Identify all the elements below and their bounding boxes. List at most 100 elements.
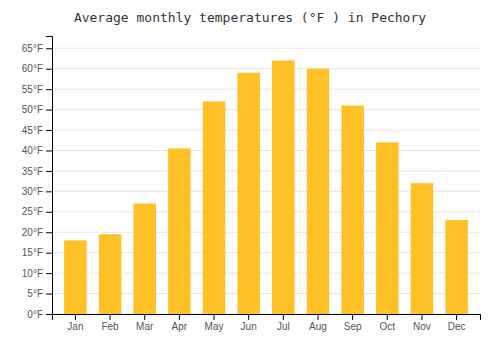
bar — [341, 106, 364, 315]
x-tick: Aug — [309, 314, 327, 332]
grid-line — [52, 68, 480, 69]
x-tick-mark — [179, 314, 180, 320]
y-tick-mark — [46, 191, 52, 192]
y-tick: 5°F — [27, 288, 52, 299]
y-tick-label: 65°F — [22, 43, 43, 54]
x-tick: Nov — [413, 314, 431, 332]
grid-line — [52, 150, 480, 151]
x-tick: Jun — [241, 314, 257, 332]
bars — [64, 61, 468, 314]
y-tick-mark — [46, 232, 52, 233]
x-tick-label: Jun — [241, 321, 257, 332]
y-tick-label: 25°F — [22, 206, 43, 217]
y-tick: 65°F — [22, 43, 52, 54]
x-tick-mark — [387, 314, 388, 320]
y-axis-line — [46, 37, 53, 315]
x-tick-mark — [144, 314, 145, 320]
y-tick-label: 35°F — [22, 166, 43, 177]
x-tick-mark — [352, 314, 353, 320]
bar — [272, 61, 295, 314]
bar — [307, 69, 330, 314]
y-tick: 35°F — [22, 166, 52, 177]
bar — [237, 73, 260, 314]
bar — [64, 240, 87, 314]
y-tick-mark — [46, 69, 52, 70]
y-tick-label: 40°F — [22, 145, 43, 156]
x-tick-label: Sep — [344, 321, 362, 332]
y-tick-mark — [46, 89, 52, 90]
x-tick-mark — [317, 314, 318, 320]
x-axis: Jan Feb Mar Apr May Jun Jul Aug Sep Oct Nov Dec — [53, 314, 481, 332]
y-tick-label: 60°F — [22, 63, 43, 74]
chart-container: 0°F 5°F 10°F 15°F 20°F 25°F 30°F 35°F 40°F 45°F 50… — [0, 0, 500, 350]
y-tick-label: 55°F — [22, 84, 43, 95]
y-tick: 20°F — [22, 227, 52, 238]
x-tick-mark — [110, 314, 111, 320]
x-tick-label: Jan — [67, 321, 83, 332]
bar — [99, 234, 122, 314]
y-tick-mark — [46, 130, 52, 131]
grid-line — [52, 48, 480, 49]
x-tick-mark — [248, 314, 249, 320]
y-tick: 60°F — [22, 63, 52, 74]
bar — [445, 220, 468, 314]
x-tick-label: Aug — [309, 321, 327, 332]
y-tick-label: 50°F — [22, 104, 43, 115]
y-tick: 25°F — [22, 206, 52, 217]
x-tick-mark — [456, 314, 457, 320]
grid-line — [52, 170, 480, 171]
x-tick-mark — [214, 314, 215, 320]
y-axis: 0°F 5°F 10°F 15°F 20°F 25°F 30°F 35°F 40°F 45°F 50… — [22, 37, 53, 320]
x-tick-mark — [75, 314, 76, 320]
bar — [168, 148, 191, 314]
bar — [133, 204, 156, 314]
x-tick-label: Oct — [380, 321, 396, 332]
x-tick: Feb — [101, 314, 119, 332]
x-tick-label: May — [205, 321, 224, 332]
x-axis-line — [53, 315, 481, 321]
y-tick-mark — [46, 150, 52, 151]
y-tick-label: 0°F — [27, 309, 43, 320]
bar — [411, 183, 434, 314]
y-tick-label: 20°F — [22, 227, 43, 238]
chart-title: Average monthly temperatures (°F ) in Pe… — [74, 10, 426, 25]
y-tick-mark — [46, 273, 52, 274]
grid — [52, 48, 480, 314]
y-tick: 45°F — [22, 125, 52, 136]
x-tick: Oct — [380, 314, 396, 332]
y-tick-mark — [46, 171, 52, 172]
y-tick-mark — [46, 294, 52, 295]
y-tick: 10°F — [22, 268, 52, 279]
x-tick: Sep — [344, 314, 362, 332]
y-tick-mark — [46, 212, 52, 213]
bar — [203, 101, 226, 314]
x-tick: Dec — [448, 314, 466, 332]
grid-line — [52, 109, 480, 110]
chart-svg: 0°F 5°F 10°F 15°F 20°F 25°F 30°F 35°F 40°F 45°F 50… — [0, 0, 500, 350]
y-tick-label: 45°F — [22, 125, 43, 136]
x-tick: May — [205, 314, 224, 332]
y-tick: 50°F — [22, 104, 52, 115]
y-tick: 55°F — [22, 84, 52, 95]
x-tick: Mar — [136, 314, 154, 332]
y-tick-mark — [46, 253, 52, 254]
y-tick-label: 30°F — [22, 186, 43, 197]
x-tick-mark — [283, 314, 284, 320]
x-tick: Jul — [277, 314, 290, 332]
y-tick: 0°F — [27, 309, 52, 320]
bar — [376, 142, 399, 314]
grid-line — [52, 89, 480, 90]
y-tick: 40°F — [22, 145, 52, 156]
grid-line — [52, 130, 480, 131]
plot-area: 0°F 5°F 10°F 15°F 20°F 25°F 30°F 35°F 40°F 45°F 50… — [22, 37, 481, 333]
y-tick: 30°F — [22, 186, 52, 197]
x-tick-label: Dec — [448, 321, 466, 332]
x-tick-mark — [421, 314, 422, 320]
y-tick: 15°F — [22, 247, 52, 258]
x-tick-label: Nov — [413, 321, 431, 332]
x-tick-label: Apr — [172, 321, 188, 332]
y-tick-mark — [46, 314, 52, 315]
y-tick-mark — [46, 48, 52, 49]
y-tick-label: 10°F — [22, 268, 43, 279]
x-tick-label: Jul — [277, 321, 290, 332]
